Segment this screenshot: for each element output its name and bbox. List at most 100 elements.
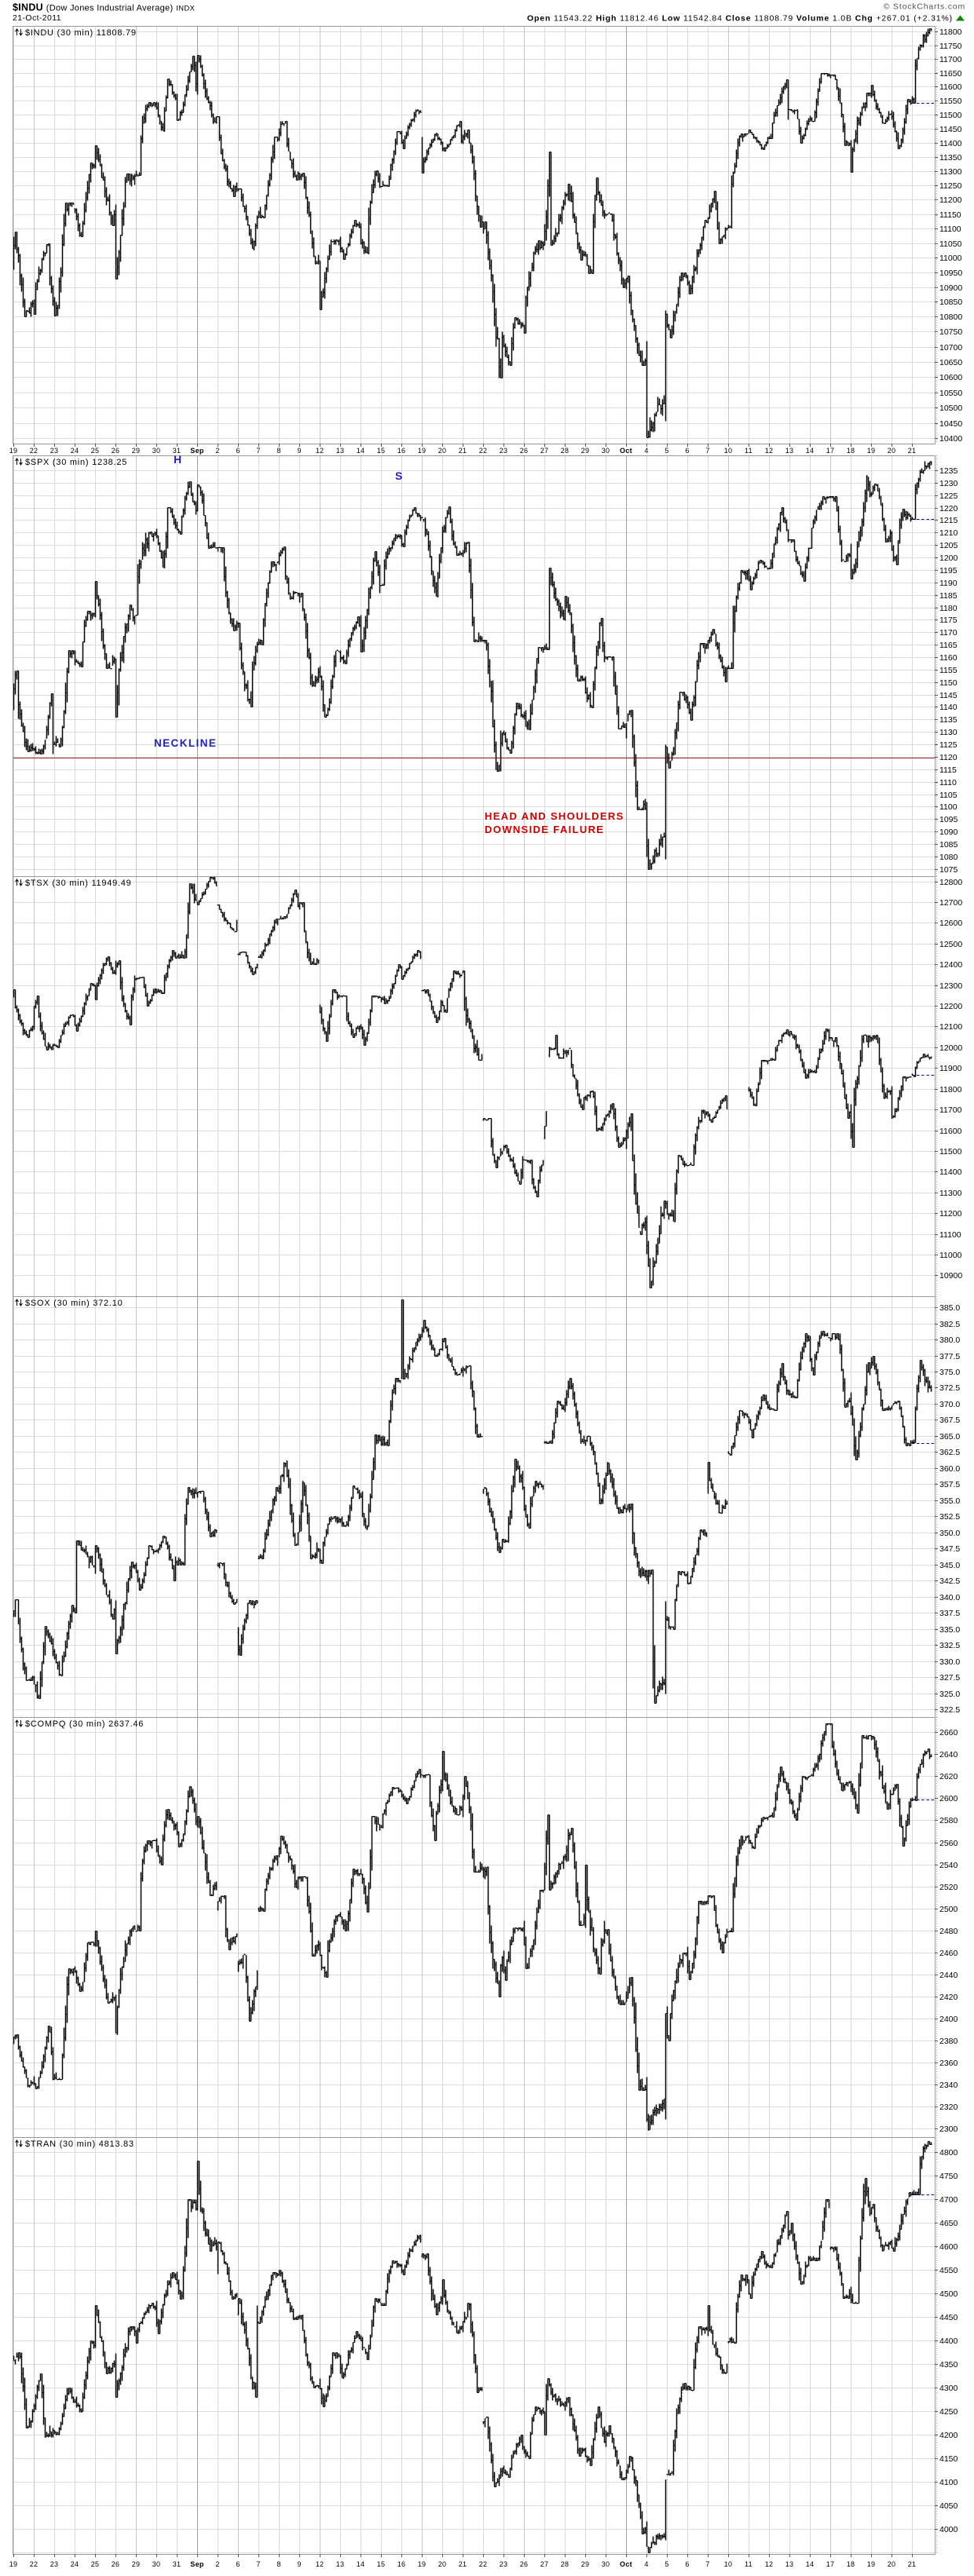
svg-text:1150: 1150 (939, 678, 958, 688)
svg-text:10900: 10900 (939, 1271, 962, 1281)
svg-text:11700: 11700 (939, 1105, 962, 1115)
svg-text:12100: 12100 (939, 1022, 962, 1032)
svg-text:$SPX (30 min) 1238.25: $SPX (30 min) 1238.25 (25, 458, 127, 467)
svg-text:23: 23 (500, 2560, 508, 2568)
svg-text:10750: 10750 (939, 327, 962, 337)
svg-text:2560: 2560 (939, 1839, 958, 1848)
svg-text:13: 13 (785, 2560, 794, 2568)
svg-text:2640: 2640 (939, 1750, 958, 1759)
svg-text:20: 20 (438, 447, 447, 455)
svg-text:24: 24 (71, 447, 79, 455)
svg-text:26: 26 (520, 2560, 529, 2568)
svg-text:377.5: 377.5 (939, 1352, 960, 1361)
svg-text:22: 22 (30, 447, 38, 455)
svg-text:11200: 11200 (939, 195, 962, 205)
svg-text:25: 25 (91, 2560, 100, 2568)
svg-text:29: 29 (132, 447, 141, 455)
svg-text:2300: 2300 (939, 2125, 958, 2134)
svg-text:10450: 10450 (939, 419, 962, 429)
svg-text:9: 9 (297, 2560, 301, 2568)
svg-text:4600: 4600 (939, 2242, 958, 2252)
svg-text:11500: 11500 (939, 111, 962, 120)
svg-text:382.5: 382.5 (939, 1320, 960, 1329)
svg-text:370.0: 370.0 (939, 1400, 960, 1409)
svg-text:12: 12 (316, 2560, 324, 2568)
svg-text:4200: 4200 (939, 2431, 958, 2440)
svg-text:18: 18 (847, 2560, 855, 2568)
svg-text:11000: 11000 (939, 1251, 962, 1260)
svg-text:23: 23 (500, 447, 508, 455)
svg-text:322.5: 322.5 (939, 1705, 960, 1715)
svg-text:1110: 1110 (939, 778, 957, 787)
svg-text:1105: 1105 (939, 791, 958, 800)
svg-text:10550: 10550 (939, 389, 962, 398)
svg-text:11450: 11450 (939, 125, 962, 134)
svg-text:2620: 2620 (939, 1772, 958, 1781)
svg-text:6: 6 (236, 447, 240, 455)
svg-text:11100: 11100 (939, 1230, 961, 1240)
svg-text:357.5: 357.5 (939, 1480, 960, 1489)
svg-text:H: H (174, 453, 181, 466)
svg-text:12000: 12000 (939, 1043, 962, 1053)
svg-text:27: 27 (540, 447, 549, 455)
svg-text:350.0: 350.0 (939, 1529, 960, 1538)
svg-text:2500: 2500 (939, 1905, 958, 1914)
svg-text:19: 19 (867, 2560, 876, 2568)
svg-text:4250: 4250 (939, 2407, 958, 2417)
svg-text:18: 18 (847, 447, 855, 455)
svg-text:340.0: 340.0 (939, 1593, 960, 1602)
svg-text:1195: 1195 (939, 566, 958, 575)
svg-text:17: 17 (826, 2560, 835, 2568)
svg-text:22: 22 (479, 447, 488, 455)
svg-text:20: 20 (888, 2560, 896, 2568)
svg-text:13: 13 (785, 447, 794, 455)
svg-text:31: 31 (173, 447, 181, 455)
svg-text:31: 31 (173, 2560, 181, 2568)
svg-text:19: 19 (9, 447, 18, 455)
svg-text:2380: 2380 (939, 2037, 958, 2046)
svg-text:1185: 1185 (939, 591, 958, 601)
svg-text:28: 28 (561, 2560, 569, 2568)
svg-text:1080: 1080 (939, 853, 958, 862)
svg-text:1210: 1210 (939, 528, 958, 538)
svg-text:8: 8 (276, 2560, 280, 2568)
svg-text:13: 13 (336, 2560, 345, 2568)
svg-text:16: 16 (397, 2560, 406, 2568)
svg-text:2660: 2660 (939, 1728, 958, 1737)
svg-text:5: 5 (665, 2560, 668, 2568)
svg-text:4750: 4750 (939, 2172, 958, 2181)
svg-text:365.0: 365.0 (939, 1432, 960, 1441)
svg-text:12: 12 (316, 447, 324, 455)
svg-text:12: 12 (765, 2560, 774, 2568)
svg-text:20: 20 (888, 447, 896, 455)
svg-text:11800: 11800 (939, 27, 962, 37)
svg-text:1115: 1115 (939, 765, 957, 775)
svg-text:10: 10 (724, 447, 733, 455)
svg-text:13: 13 (336, 447, 345, 455)
svg-text:332.5: 332.5 (939, 1641, 960, 1650)
svg-text:12400: 12400 (939, 960, 962, 970)
svg-text:21-Oct-2011: 21-Oct-2011 (13, 13, 61, 23)
svg-text:© StockCharts.com: © StockCharts.com (884, 2, 965, 12)
svg-text:1230: 1230 (939, 479, 958, 488)
svg-text:10400: 10400 (939, 434, 962, 444)
svg-text:Oct: Oct (620, 2560, 632, 2568)
svg-text:1085: 1085 (939, 840, 958, 850)
svg-text:Open 11543.22 High 11812.46 Lo: Open 11543.22 High 11812.46 Low 11542.84… (527, 14, 953, 24)
svg-text:4050: 4050 (939, 2501, 958, 2511)
svg-text:$SOX (30 min) 372.10: $SOX (30 min) 372.10 (25, 1299, 123, 1308)
svg-text:16: 16 (397, 447, 406, 455)
svg-text:2420: 2420 (939, 1993, 958, 2002)
svg-text:11500: 11500 (939, 1147, 962, 1156)
svg-text:7: 7 (256, 447, 260, 455)
svg-text:19: 19 (418, 447, 427, 455)
svg-text:11700: 11700 (939, 55, 962, 64)
svg-text:29: 29 (581, 447, 590, 455)
svg-text:23: 23 (50, 2560, 59, 2568)
svg-text:380.0: 380.0 (939, 1336, 960, 1345)
svg-text:2460: 2460 (939, 1949, 958, 1958)
svg-text:347.5: 347.5 (939, 1544, 960, 1554)
svg-text:4700: 4700 (939, 2195, 958, 2205)
svg-text:29: 29 (581, 2560, 590, 2568)
svg-text:22: 22 (479, 2560, 488, 2568)
